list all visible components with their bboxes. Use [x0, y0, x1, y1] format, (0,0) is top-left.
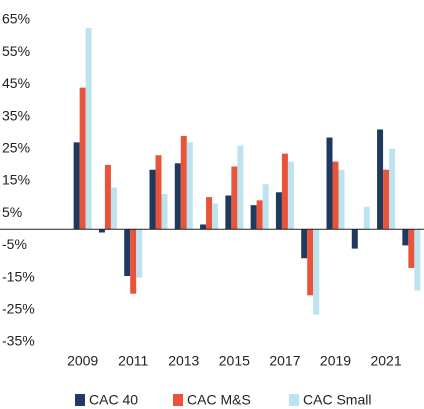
- legend-swatch: [75, 394, 85, 406]
- bar: [174, 163, 181, 230]
- bar: [85, 28, 92, 230]
- x-tick-label: 2019: [320, 353, 351, 369]
- bar: [256, 200, 263, 230]
- bar: [155, 155, 162, 230]
- legend-label: CAC Small: [303, 392, 371, 408]
- x-tick-label: 2009: [67, 353, 98, 369]
- bar: [225, 195, 232, 230]
- legend-swatch: [173, 394, 183, 406]
- bar: [180, 135, 187, 230]
- bar: [250, 205, 257, 230]
- bar: [351, 229, 358, 249]
- bar: [79, 87, 86, 230]
- bar: [186, 142, 193, 230]
- bar: [275, 192, 282, 230]
- bar: [149, 169, 156, 230]
- legend-label: CAC 40: [89, 392, 138, 408]
- x-tick-label: 2011: [118, 353, 148, 369]
- bar: [408, 229, 415, 268]
- y-tick-label: 5%: [2, 204, 22, 220]
- bar: [402, 229, 409, 246]
- bar: [110, 187, 117, 230]
- y-tick-label: 55%: [2, 43, 30, 59]
- y-tick-label: -25%: [2, 301, 35, 317]
- bar: [212, 203, 219, 230]
- bar: [206, 197, 213, 230]
- bar: [262, 184, 269, 230]
- bar: [338, 169, 345, 230]
- y-tick-label: -15%: [2, 268, 35, 284]
- bar: [237, 145, 244, 230]
- bar: [332, 161, 339, 230]
- bar: [200, 224, 207, 230]
- bar: [389, 148, 396, 230]
- legend-label: CAC M&S: [187, 392, 251, 408]
- bar: [377, 129, 384, 230]
- y-tick-label: 45%: [2, 75, 30, 91]
- bar: [313, 229, 320, 315]
- bar: [73, 142, 80, 230]
- y-tick-label: 65%: [2, 11, 30, 27]
- bar: [124, 229, 131, 276]
- bar: [414, 229, 421, 291]
- x-tick-label: 2015: [219, 353, 250, 369]
- bar: [136, 229, 143, 278]
- bar: [307, 229, 314, 296]
- x-tick-label: 2013: [168, 353, 199, 369]
- bar: [281, 153, 288, 230]
- bar: [231, 166, 238, 230]
- bar: [161, 193, 168, 230]
- bar: [98, 229, 105, 233]
- legend-swatch: [289, 394, 299, 406]
- x-tick-label: 2017: [269, 353, 300, 369]
- bar: [104, 164, 111, 230]
- y-tick-label: 25%: [2, 140, 30, 156]
- bar: [326, 137, 333, 230]
- bar: [301, 229, 308, 259]
- bar: [130, 229, 137, 294]
- y-tick-label: -35%: [2, 333, 35, 349]
- y-tick-label: 35%: [2, 107, 30, 123]
- x-tick-label: 2021: [370, 353, 401, 369]
- bar: [363, 206, 370, 230]
- y-tick-label: 15%: [2, 172, 30, 188]
- y-tick-label: -5%: [2, 236, 27, 252]
- bar: [383, 169, 390, 230]
- bar: [287, 161, 294, 230]
